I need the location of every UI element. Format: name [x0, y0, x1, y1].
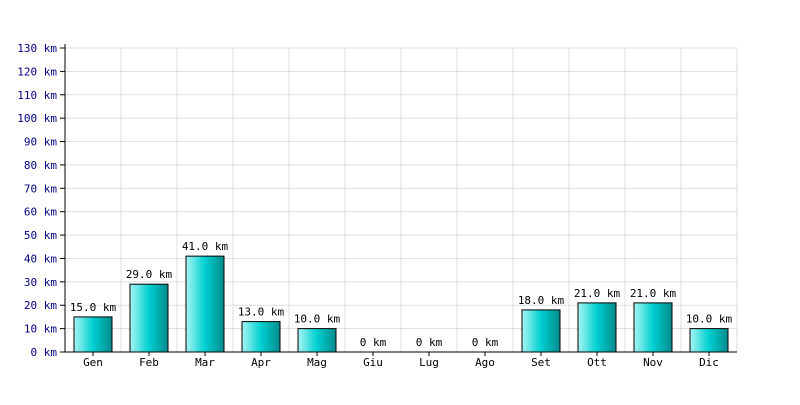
data-label-set: 18.0 km — [518, 294, 565, 307]
x-tick-label-set: Set — [531, 356, 551, 369]
y-tick-label: 50 km — [24, 229, 57, 242]
y-tick-label: 130 km — [17, 42, 57, 55]
x-tick-label-giu: Giu — [363, 356, 383, 369]
y-tick-label: 10 km — [24, 323, 57, 336]
data-label-apr: 13.0 km — [238, 306, 285, 319]
bar-ott — [577, 302, 617, 353]
x-tick-label-gen: Gen — [83, 356, 103, 369]
bar-set — [521, 309, 561, 353]
y-tick-label: 70 km — [24, 182, 57, 195]
data-label-nov: 21.0 km — [630, 287, 677, 300]
grid — [65, 47, 738, 352]
data-label-mar: 41.0 km — [182, 240, 229, 253]
bar-mag — [297, 328, 337, 353]
bar-nov — [633, 302, 673, 353]
x-tick-label-ago: Ago — [475, 356, 495, 369]
labels: 0 km 10 km 20 km 30 km 40 km 50 km 60 km 70 km 8… — [17, 42, 732, 369]
bar-mar — [185, 255, 225, 353]
data-label-feb: 29.0 km — [126, 268, 173, 281]
x-tick-label-nov: Nov — [643, 356, 663, 369]
y-tick-label: 40 km — [24, 252, 57, 265]
data-label-ago: 0 km — [472, 336, 499, 349]
data-label-lug: 0 km — [416, 336, 443, 349]
axes — [60, 44, 737, 356]
data-label-dic: 10.0 km — [686, 313, 733, 326]
x-tick-label-dic: Dic — [699, 356, 719, 369]
bar-apr — [241, 321, 281, 353]
x-tick-label-ott: Ott — [587, 356, 607, 369]
y-tick-label: 0 km — [31, 346, 58, 359]
data-label-gen: 15.0 km — [70, 301, 117, 314]
y-tick-label: 20 km — [24, 299, 57, 312]
y-tick-label: 110 km — [17, 89, 57, 102]
y-tick-label: 100 km — [17, 112, 57, 125]
bar-dic — [689, 328, 729, 353]
y-tick-label: 80 km — [24, 159, 57, 172]
y-tick-label: 90 km — [24, 136, 57, 149]
data-label-mag: 10.0 km — [294, 313, 341, 326]
x-tick-label-lug: Lug — [419, 356, 439, 369]
x-tick-label-mag: Mag — [307, 356, 327, 369]
x-tick-label-feb: Feb — [139, 356, 159, 369]
data-label-ott: 21.0 km — [574, 287, 621, 300]
data-label-giu: 0 km — [360, 336, 387, 349]
bar-gen — [73, 316, 113, 353]
x-tick-label-mar: Mar — [195, 356, 215, 369]
y-tick-label: 60 km — [24, 206, 57, 219]
x-tick-label-apr: Apr — [251, 356, 271, 369]
bar-feb — [129, 283, 169, 353]
y-tick-label: 30 km — [24, 276, 57, 289]
y-tick-label: 120 km — [17, 65, 57, 78]
